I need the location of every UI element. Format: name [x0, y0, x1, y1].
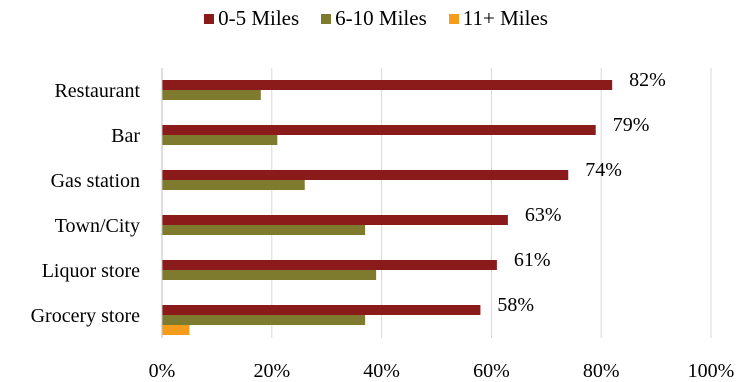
x-tick-label: 80% — [583, 360, 620, 382]
legend-swatch-11-plus-miles — [448, 13, 459, 24]
bar-0-5-miles — [162, 125, 596, 135]
category-label: Gas station — [51, 170, 140, 192]
x-tick-label: 40% — [363, 360, 400, 382]
category-label: Bar — [111, 125, 140, 147]
x-tick-label: 60% — [473, 360, 510, 382]
bar-0-5-miles — [162, 260, 497, 270]
data-label: 61% — [514, 249, 551, 271]
bar-6-10-miles — [162, 135, 278, 145]
category-label: Town/City — [55, 215, 140, 237]
x-tick-label: 100% — [688, 360, 735, 382]
bar-6-10-miles — [162, 180, 305, 190]
data-label: 63% — [525, 204, 562, 226]
x-tick-label: 20% — [253, 360, 290, 382]
category-label: Grocery store — [31, 305, 141, 327]
bar-0-5-miles — [162, 215, 508, 225]
data-label: 79% — [613, 114, 650, 136]
legend-swatch-6-10-miles — [321, 13, 332, 24]
bar-11-miles — [162, 325, 190, 335]
bar-0-5-miles — [162, 170, 569, 180]
category-label: Liquor store — [42, 260, 140, 282]
bar-6-10-miles — [162, 90, 261, 100]
legend: 0-5 Miles 6-10 Miles 11+ Miles — [0, 6, 752, 31]
legend-item-6-10-miles: 6-10 Miles — [321, 6, 427, 31]
bar-6-10-miles — [162, 315, 366, 325]
legend-label-0-5-miles: 0-5 Miles — [218, 6, 300, 30]
legend-item-11-plus-miles: 11+ Miles — [448, 6, 548, 31]
legend-label-6-10-miles: 6-10 Miles — [335, 6, 427, 30]
bar-6-10-miles — [162, 225, 366, 235]
data-label: 58% — [497, 294, 534, 316]
data-label: 82% — [629, 69, 666, 91]
legend-swatch-0-5-miles — [204, 13, 215, 24]
legend-item-0-5-miles: 0-5 Miles — [204, 6, 299, 31]
category-label: Restaurant — [54, 80, 140, 102]
data-label: 74% — [585, 159, 622, 181]
bar-6-10-miles — [162, 270, 377, 280]
x-tick-label: 0% — [149, 360, 176, 382]
bar-0-5-miles — [162, 305, 481, 315]
legend-label-11-plus-miles: 11+ Miles — [462, 6, 548, 30]
bar-0-5-miles — [162, 80, 613, 90]
